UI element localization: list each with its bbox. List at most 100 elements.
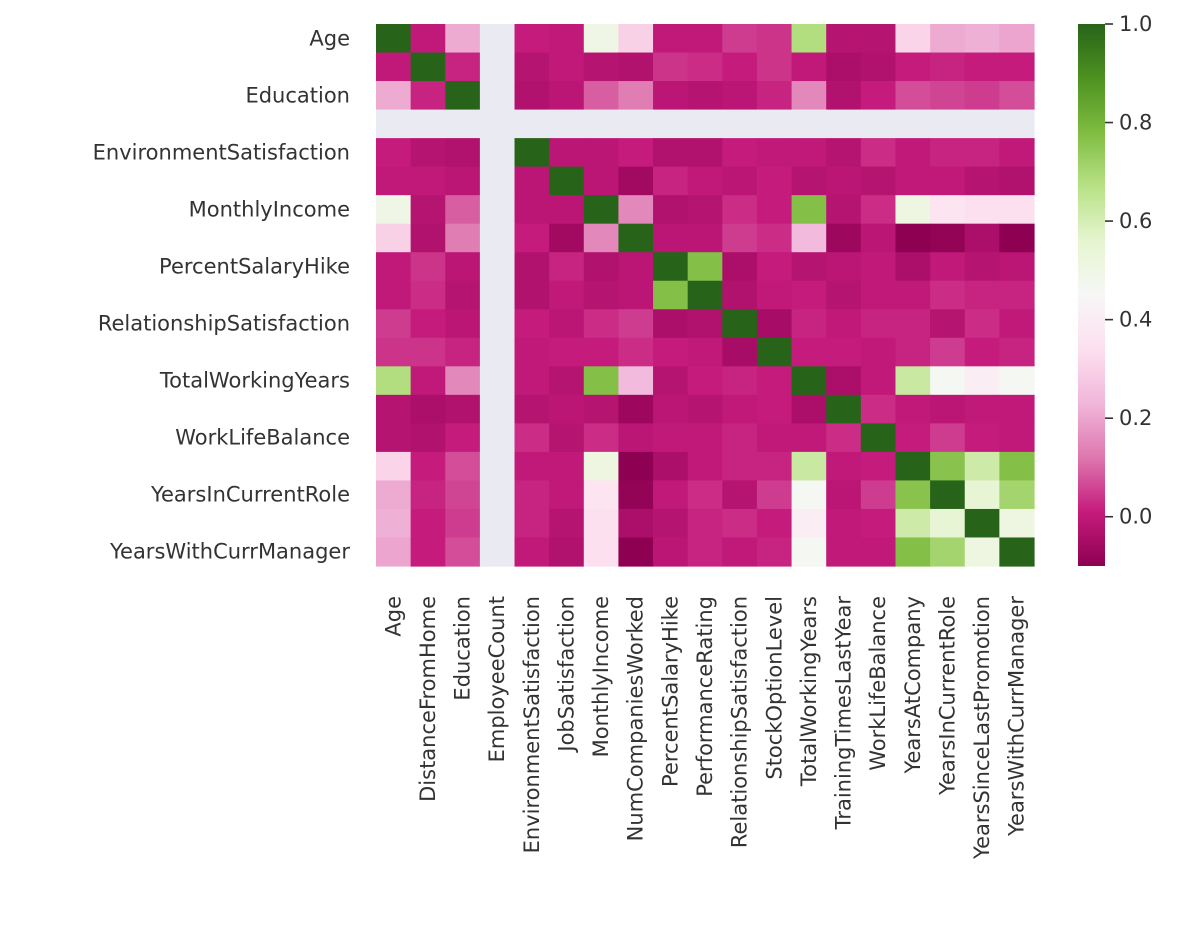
heatmap-cell <box>722 166 758 196</box>
heatmap-cell <box>445 81 481 111</box>
heatmap-cell <box>583 423 620 453</box>
heatmap-cell <box>722 394 758 424</box>
heatmap-cell <box>860 451 897 482</box>
heatmap-cell <box>791 81 827 111</box>
heatmap-cell <box>618 81 654 111</box>
heatmap-cell <box>410 252 446 282</box>
y-tick-label: WorkLifeBalance <box>175 426 350 450</box>
y-tick-label: MonthlyIncome <box>189 197 350 221</box>
heatmap-cell <box>479 309 516 339</box>
heatmap-cell <box>549 394 585 424</box>
heatmap-cell <box>999 195 1035 225</box>
heatmap-cell <box>445 309 481 339</box>
heatmap-cell <box>722 24 758 54</box>
heatmap-cell <box>376 280 412 310</box>
heatmap-cell <box>376 423 412 453</box>
heatmap-cell <box>376 480 412 510</box>
heatmap-cell <box>583 223 620 253</box>
heatmap-cell <box>722 537 758 567</box>
heatmap-cell <box>410 166 446 196</box>
heatmap-cell <box>826 537 862 567</box>
heatmap-cell <box>964 337 1000 367</box>
heatmap-cell <box>514 366 550 396</box>
heatmap-cell <box>687 280 723 310</box>
heatmap-cell <box>514 337 550 367</box>
heatmap-cell <box>964 537 1000 567</box>
heatmap-cell <box>930 366 966 396</box>
heatmap-cell <box>618 109 654 139</box>
heatmap-cell <box>479 394 516 424</box>
heatmap-cell <box>479 537 516 567</box>
heatmap-cell <box>791 109 827 139</box>
heatmap-cell <box>756 166 793 196</box>
heatmap-cell <box>583 394 620 424</box>
heatmap-cell <box>964 195 1000 225</box>
heatmap-cell <box>376 195 412 225</box>
y-tick-label: Education <box>245 83 350 107</box>
heatmap-cell <box>860 480 897 510</box>
heatmap-cell <box>549 223 585 253</box>
heatmap-cell <box>376 24 412 54</box>
heatmap-cell <box>964 81 1000 111</box>
x-tick-label: YearsSinceLastPromotion <box>970 596 994 860</box>
heatmap-cell <box>549 537 585 567</box>
heatmap-cell <box>895 309 931 339</box>
heatmap-cell <box>756 508 793 539</box>
heatmap-cell <box>964 280 1000 310</box>
y-tick-labels: Age Education EnvironmentSatisfaction Month… <box>93 26 351 563</box>
heatmap-cell <box>549 138 585 168</box>
heatmap-cell <box>618 52 654 82</box>
heatmap-cell <box>826 52 862 82</box>
heatmap-cell <box>618 195 654 225</box>
heatmap-cell <box>826 109 862 139</box>
heatmap-cell <box>376 394 412 424</box>
heatmap-cell <box>653 52 689 82</box>
heatmap-cell <box>999 537 1035 567</box>
heatmap-cell <box>895 195 931 225</box>
heatmap-cell <box>653 223 689 253</box>
y-tick-label: YearsWithCurrManager <box>109 540 350 564</box>
heatmap-cell <box>999 280 1035 310</box>
heatmap-cell <box>583 138 620 168</box>
heatmap-cell <box>964 480 1000 510</box>
heatmap-cell <box>791 394 827 424</box>
heatmap-cell <box>653 24 689 54</box>
heatmap-cell <box>410 480 446 510</box>
heatmap-cell <box>895 508 931 539</box>
heatmap-cell <box>930 451 966 482</box>
heatmap-cell <box>826 508 862 539</box>
heatmap-cell <box>930 337 966 367</box>
heatmap-cell <box>930 394 966 424</box>
heatmap-cell <box>687 166 723 196</box>
x-tick-label: EmployeeCount <box>485 596 509 762</box>
heatmap-cell <box>791 451 827 482</box>
heatmap-cell <box>895 223 931 253</box>
heatmap-cell <box>791 309 827 339</box>
heatmap-cell <box>999 52 1035 82</box>
heatmap-cell <box>514 24 550 54</box>
heatmap-cell <box>756 423 793 453</box>
heatmap-cell <box>964 252 1000 282</box>
heatmap-cell <box>999 451 1035 482</box>
heatmap-cell <box>860 337 897 367</box>
heatmap-cell <box>410 394 446 424</box>
heatmap-cell <box>756 451 793 482</box>
heatmap-cell <box>756 480 793 510</box>
heatmap-cell <box>964 451 1000 482</box>
heatmap-cell <box>376 81 412 111</box>
heatmap-cell <box>583 451 620 482</box>
heatmap-cell <box>376 138 412 168</box>
heatmap-cell <box>549 309 585 339</box>
heatmap-cell <box>653 109 689 139</box>
heatmap-cell <box>514 81 550 111</box>
heatmap-cell <box>860 24 897 54</box>
heatmap-cell <box>930 166 966 196</box>
heatmap-cell <box>895 138 931 168</box>
heatmap-cell <box>410 309 446 339</box>
heatmap-cell <box>410 337 446 367</box>
x-tick-label: WorkLifeBalance <box>866 596 890 771</box>
heatmap-cell <box>479 109 516 139</box>
x-tick-label: Education <box>451 596 475 701</box>
heatmap-cell <box>722 109 758 139</box>
heatmap-cell <box>583 24 620 54</box>
